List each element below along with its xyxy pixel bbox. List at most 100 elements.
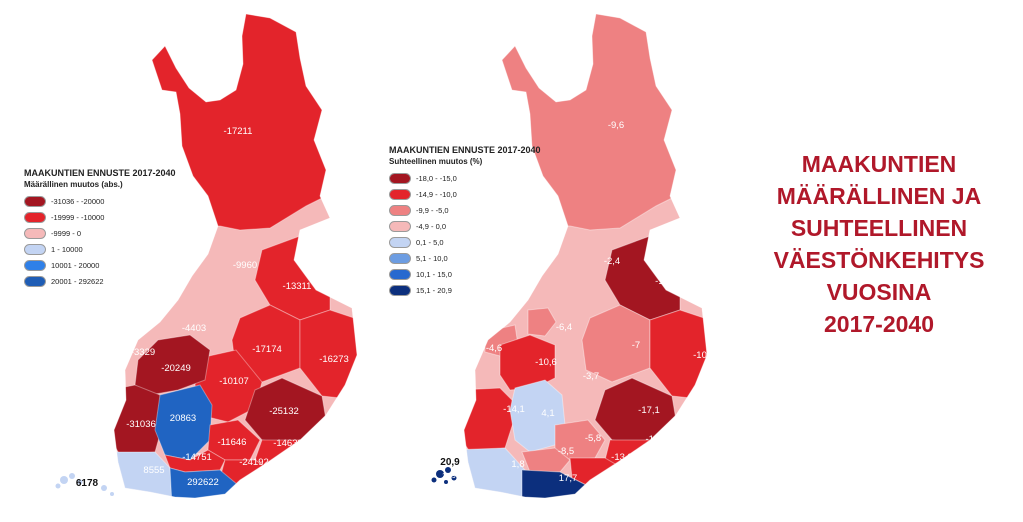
legend-swatch <box>24 227 46 239</box>
label-etela-savo: -17,1 <box>638 405 660 416</box>
legend-label: 10001 - 20000 <box>51 260 100 270</box>
legend-title: MAAKUNTIEN ENNUSTE 2017-2040 <box>24 168 176 178</box>
label-etela-pohjanmaa: -20249 <box>161 363 191 374</box>
legend-item: -4,9 - 0,0 <box>389 218 541 234</box>
legend-label: 1 - 10000 <box>51 244 83 254</box>
label-pohjois-karjala: -10 <box>693 350 707 361</box>
label-ahvenanmaa-inner: 20,9 <box>442 473 456 480</box>
label-pohjois-pohjanmaa: -2,4 <box>604 256 620 267</box>
title-line: VÄESTÖNKEHITYS <box>773 247 985 273</box>
label-keski-suomi: -10107 <box>219 376 249 387</box>
legend-swatch <box>389 236 411 248</box>
legend-swatch <box>389 284 411 296</box>
legend-item: -9,9 - -5,0 <box>389 202 541 218</box>
label-ahvenanmaa: 20,9 <box>440 457 460 468</box>
label-satakunta: -31036 <box>126 419 156 430</box>
label-pohjanmaa: -4,6 <box>486 343 502 354</box>
label-pohjois-karjala: -16273 <box>319 354 349 365</box>
legend-item: -19999 - -10000 <box>24 209 176 225</box>
legend-item: 1 - 10000 <box>24 241 176 257</box>
label-satakunta: -14,1 <box>503 404 525 415</box>
legend-item: -9999 - 0 <box>24 225 176 241</box>
label-keski-pohjanmaa: -4403 <box>182 323 206 334</box>
region-kanta-hame[interactable] <box>164 449 226 473</box>
region-pirkanmaa[interactable] <box>154 384 213 461</box>
label-kanta-hame: -14751 <box>182 452 212 463</box>
legend-swatch <box>24 243 46 255</box>
region-satakunta[interactable] <box>455 387 515 453</box>
label-etela-savo: -25132 <box>269 406 299 417</box>
title-line: 2017-2040 <box>824 311 934 337</box>
label-keski-suomi: -3,7 <box>583 371 599 382</box>
label-etela-pohjanmaa: -10,6 <box>535 357 557 368</box>
legend-label: -4,9 - 0,0 <box>416 221 447 231</box>
ahvenanmaa-islands <box>55 473 114 496</box>
legend-subtitle: Määrällinen muutos (abs.) <box>24 180 123 189</box>
legend-label: -19999 - -10000 <box>51 212 105 222</box>
label-pirkanmaa: 4,1 <box>541 408 554 419</box>
legend-subtitle: Suhteellinen muutos (%) <box>389 157 483 166</box>
label-uusimaa: 17,7 <box>559 473 578 484</box>
label-varsinais-suomi: 1,8 <box>511 459 524 470</box>
legend-swatch <box>389 220 411 232</box>
legend-item: 15,1 - 20,9 <box>389 282 541 298</box>
label-etela-karjala: -11,3 <box>646 434 667 445</box>
title-line: VUOSINA <box>826 279 932 305</box>
region-pohjois-karjala[interactable] <box>299 309 360 401</box>
label-kainuu: -13311 <box>283 281 312 292</box>
label-uusimaa: 292622 <box>187 477 219 488</box>
region-pohjois-karjala[interactable] <box>649 309 710 401</box>
label-pohjois-savo: -17174 <box>252 344 282 355</box>
region-pohjois-savo[interactable] <box>581 304 651 383</box>
legend-item: -14,9 - -10,0 <box>389 186 541 202</box>
legend-label: -9,9 - -5,0 <box>416 205 449 215</box>
region-pohjois-savo[interactable] <box>231 304 301 383</box>
legend-label: 0,1 - 5,0 <box>416 237 444 247</box>
slide-title: MAAKUNTIEN MÄÄRÄLLINEN JA SUHTEELLINEN V… <box>748 148 1010 340</box>
legend-swatch <box>389 172 411 184</box>
label-etela-karjala: -14639 <box>273 438 303 449</box>
label-kanta-hame: -8,5 <box>558 446 574 457</box>
legend-item: 20001 - 292622 <box>24 273 176 289</box>
legend-label: -9999 - 0 <box>51 228 82 238</box>
label-pohjois-savo: -7 <box>632 340 640 351</box>
legend-item: 10,1 - 15,0 <box>389 266 541 282</box>
legend-item: -18,0 - -15,0 <box>389 170 541 186</box>
title-line: MÄÄRÄLLINEN JA <box>776 183 982 209</box>
label-keski-pohjanmaa: -6,4 <box>556 322 572 333</box>
region-keski-pohjanmaa[interactable] <box>527 307 557 337</box>
label-pohjanmaa: -3329 <box>131 347 155 358</box>
legend-label: -18,0 - -15,0 <box>416 173 457 183</box>
legend-swatch <box>24 211 46 223</box>
legend-item: 5,1 - 10,0 <box>389 250 541 266</box>
legend-item: -31036 - -20000 <box>24 193 176 209</box>
label-varsinais-suomi: 8555 <box>143 465 164 476</box>
label-kymenlaakso: -13,8 <box>611 452 633 463</box>
legend-swatch <box>389 268 411 280</box>
legend-item: 10001 - 20000 <box>24 257 176 273</box>
legend-relative: MAAKUNTIEN ENNUSTE 2017-2040 Suhteelline… <box>389 145 541 298</box>
title-line: MAAKUNTIEN <box>801 151 957 177</box>
legend-swatch <box>389 204 411 216</box>
label-lappi: -9,6 <box>608 120 624 131</box>
label-kainuu: -18 <box>655 276 669 287</box>
legend-title: MAAKUNTIEN ENNUSTE 2017-2040 <box>389 145 541 155</box>
label-kymenlaakso: -24192 <box>239 457 269 468</box>
title-line: SUHTEELLINEN <box>790 215 968 241</box>
legend-label: 20001 - 292622 <box>51 276 104 286</box>
label-ahvenanmaa: 6178 <box>76 478 99 489</box>
legend-label: 15,1 - 20,9 <box>416 285 452 295</box>
region-kanta-hame[interactable] <box>521 447 571 473</box>
legend-swatch <box>389 252 411 264</box>
ahvenanmaa-islands <box>431 467 457 484</box>
label-paijat-hame: -5,8 <box>585 433 601 444</box>
legend-label: 5,1 - 10,0 <box>416 253 448 263</box>
legend-absolute: MAAKUNTIEN ENNUSTE 2017-2040 Määrällinen… <box>24 168 176 289</box>
legend-label: -14,9 - -10,0 <box>416 189 457 199</box>
legend-swatch <box>389 188 411 200</box>
label-pohjois-pohjanmaa: -9960 <box>233 260 257 271</box>
label-paijat-hame: -11646 <box>218 437 247 448</box>
legend-label: -31036 - -20000 <box>51 196 105 206</box>
legend-swatch <box>24 195 46 207</box>
